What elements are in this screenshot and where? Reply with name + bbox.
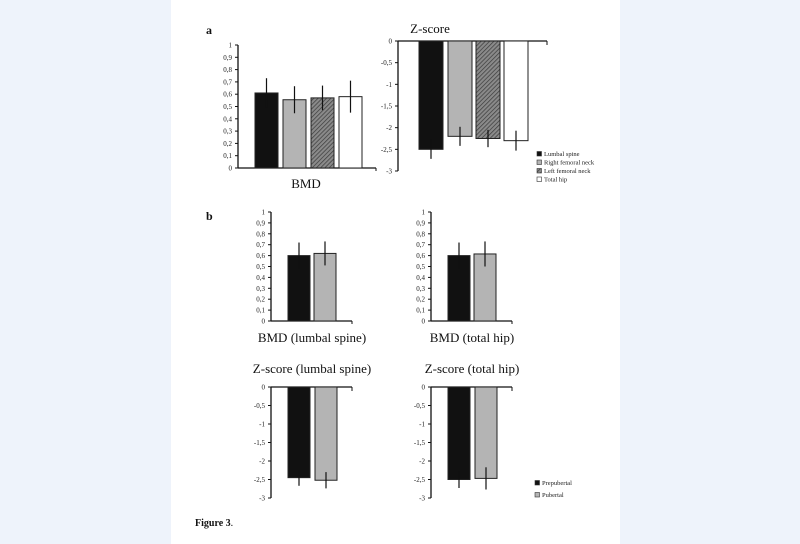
x-axis-label: BMD (lumbal spine) bbox=[258, 330, 366, 345]
chart-b-z-th: -3 -2,5 -2 -1,5 -1 -0,5 0 Z-score (total hip) Pr… bbox=[414, 361, 572, 503]
bar-total-hip bbox=[503, 40, 529, 142]
y-tick-label: -2 bbox=[386, 124, 392, 132]
y-tick-label: 0,8 bbox=[223, 66, 232, 74]
y-tick-label: 0 bbox=[422, 318, 426, 326]
bar-left-femoral-neck bbox=[475, 40, 501, 139]
y-tick-label: 0,8 bbox=[256, 230, 265, 238]
y-tick-label: 1 bbox=[262, 209, 266, 217]
panel-label-a: a bbox=[206, 23, 212, 37]
chart-title: Z-score bbox=[410, 21, 450, 36]
y-tick-label: 0,9 bbox=[223, 54, 232, 62]
legend-label: Lumbal spine bbox=[544, 151, 580, 158]
y-tick-label: -2,5 bbox=[254, 476, 266, 484]
y-tick-label: 0 bbox=[389, 38, 393, 46]
y-tick-label: 0,3 bbox=[416, 285, 425, 293]
chart-a-bmd: 0 0,1 0,2 0,3 0,4 0,5 0,6 0,7 0,8 0,9 1 BMD bbox=[223, 42, 377, 191]
y-tick-label: -0,5 bbox=[414, 402, 426, 410]
legend-swatch bbox=[534, 480, 540, 486]
y-tick-label: 0,2 bbox=[416, 296, 425, 304]
x-axis-label: BMD (total hip) bbox=[430, 330, 515, 345]
y-tick-label: 0,7 bbox=[223, 78, 232, 86]
y-tick-label: 0,1 bbox=[256, 307, 265, 315]
legend-swatch bbox=[534, 492, 540, 498]
y-tick-label: 0,5 bbox=[256, 263, 265, 271]
legend-swatch bbox=[536, 151, 542, 157]
y-tick-label: 0,1 bbox=[223, 152, 232, 160]
y-tick-label: -3 bbox=[259, 495, 265, 503]
y-tick-label: 0,9 bbox=[256, 219, 265, 227]
y-tick-label: 1 bbox=[229, 42, 233, 50]
chart-b-bmd-th: 0 0,1 0,2 0,3 0,4 0,5 0,6 0,7 0,8 0,9 1 BMD (total … bbox=[416, 209, 514, 346]
figure-caption: Figure 3. bbox=[195, 518, 233, 529]
y-tick-label: 0 bbox=[229, 165, 233, 173]
caption-bold: Figure 3 bbox=[195, 518, 231, 529]
y-tick-label: -2 bbox=[259, 458, 265, 466]
y-tick-label: 0 bbox=[262, 318, 266, 326]
y-tick-label: 0 bbox=[262, 384, 266, 392]
legend-swatch bbox=[536, 176, 542, 182]
y-tick-label: 0,8 bbox=[416, 230, 425, 238]
panel-label-b: b bbox=[206, 209, 213, 223]
y-tick-label: 0,4 bbox=[256, 274, 265, 282]
legend-swatch bbox=[536, 159, 542, 165]
chart-title: Z-score (lumbal spine) bbox=[253, 361, 371, 376]
y-tick-label: 0,1 bbox=[416, 307, 425, 315]
legend-label: Pubertal bbox=[542, 492, 564, 499]
bar-pubertal bbox=[314, 386, 338, 481]
chart-title: Z-score (total hip) bbox=[425, 361, 520, 376]
y-tick-label: -2 bbox=[419, 458, 425, 466]
chart-a-z: -3 -2,5 -2 -1,5 -1 -0,5 0 Z-score Lumbal spine Ri… bbox=[381, 21, 595, 184]
y-tick-label: -1 bbox=[386, 81, 392, 89]
y-tick-label: 0,6 bbox=[223, 91, 232, 99]
x-axis-label: BMD bbox=[291, 176, 321, 191]
y-tick-label: -1,5 bbox=[254, 439, 266, 447]
chart-b-bmd-ls: 0 0,1 0,2 0,3 0,4 0,5 0,6 0,7 0,8 0,9 1 BMD (lumbal… bbox=[256, 209, 366, 346]
y-tick-label: -1,5 bbox=[414, 439, 426, 447]
y-tick-label: 0,5 bbox=[416, 263, 425, 271]
legend-label: Right femoral neck bbox=[544, 160, 595, 167]
y-tick-label: 0,5 bbox=[223, 103, 232, 111]
y-tick-label: 0,6 bbox=[416, 252, 425, 260]
y-tick-label: 0,4 bbox=[416, 274, 425, 282]
y-tick-label: -1 bbox=[259, 421, 265, 429]
y-tick-label: -1,5 bbox=[381, 103, 393, 111]
caption-rest: . bbox=[231, 518, 234, 529]
y-tick-label: 1 bbox=[422, 209, 426, 217]
y-tick-label: -2,5 bbox=[381, 146, 393, 154]
bar-prepubertal bbox=[447, 386, 471, 480]
y-tick-label: 0,2 bbox=[256, 296, 265, 304]
y-tick-label: -3 bbox=[386, 168, 392, 176]
y-tick-label: 0,3 bbox=[256, 285, 265, 293]
legend-swatch bbox=[536, 168, 542, 174]
bar-lumbal-spine bbox=[418, 40, 444, 150]
legend-label: Prepubertal bbox=[542, 480, 572, 487]
y-tick-label: -3 bbox=[419, 495, 425, 503]
y-tick-label: 0 bbox=[422, 384, 426, 392]
y-tick-label: -0,5 bbox=[381, 59, 393, 67]
y-tick-label: -2,5 bbox=[414, 476, 426, 484]
y-tick-label: 0,7 bbox=[416, 241, 425, 249]
y-tick-label: -1 bbox=[419, 421, 425, 429]
figure-page bbox=[171, 0, 620, 544]
y-tick-label: 0,4 bbox=[223, 115, 232, 123]
chart-b-z-ls: -3 -2,5 -2 -1,5 -1 -0,5 0 Z-score (lumbal spine… bbox=[253, 361, 371, 503]
legend-label: Left femoral neck bbox=[544, 168, 591, 175]
y-tick-label: -0,5 bbox=[254, 402, 266, 410]
y-tick-label: 0,3 bbox=[223, 128, 232, 136]
y-tick-label: 0,7 bbox=[256, 241, 265, 249]
y-tick-label: 0,9 bbox=[416, 219, 425, 227]
bar-prepubertal bbox=[287, 386, 311, 479]
y-tick-label: 0,6 bbox=[256, 252, 265, 260]
bar-right-femoral-neck bbox=[447, 40, 473, 137]
y-tick-label: 0,2 bbox=[223, 140, 232, 148]
bar-pubertal bbox=[474, 386, 498, 479]
legend-label: Total hip bbox=[544, 177, 567, 184]
